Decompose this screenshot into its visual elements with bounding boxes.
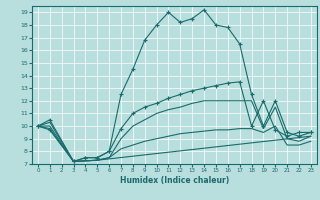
X-axis label: Humidex (Indice chaleur): Humidex (Indice chaleur) bbox=[120, 176, 229, 185]
